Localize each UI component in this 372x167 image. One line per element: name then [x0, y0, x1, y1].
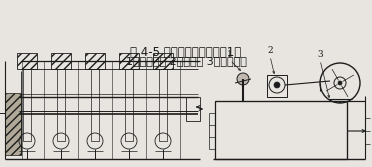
Text: 1－净气出口 2－排气阀 3－振打机构: 1－净气出口 2－排气阀 3－振打机构	[126, 56, 246, 66]
Bar	[153, 53, 173, 69]
Text: 图 4-5 垂直振打清灰装置（1）: 图 4-5 垂直振打清灰装置（1）	[130, 45, 242, 58]
Bar	[85, 53, 105, 69]
Bar	[57, 69, 65, 141]
Circle shape	[338, 81, 342, 85]
Bar	[5, 93, 21, 155]
Bar	[159, 69, 167, 141]
Circle shape	[274, 82, 280, 88]
Text: 3: 3	[317, 50, 323, 59]
Bar	[17, 53, 37, 69]
Bar	[91, 69, 99, 141]
Bar	[267, 75, 287, 97]
Bar	[125, 69, 133, 141]
Circle shape	[237, 73, 249, 85]
Text: 2: 2	[267, 46, 273, 55]
Bar	[215, 101, 347, 159]
Bar	[51, 53, 71, 69]
Bar	[186, 97, 200, 121]
Text: 1: 1	[227, 50, 233, 59]
Bar	[119, 53, 139, 69]
Bar	[23, 69, 31, 141]
